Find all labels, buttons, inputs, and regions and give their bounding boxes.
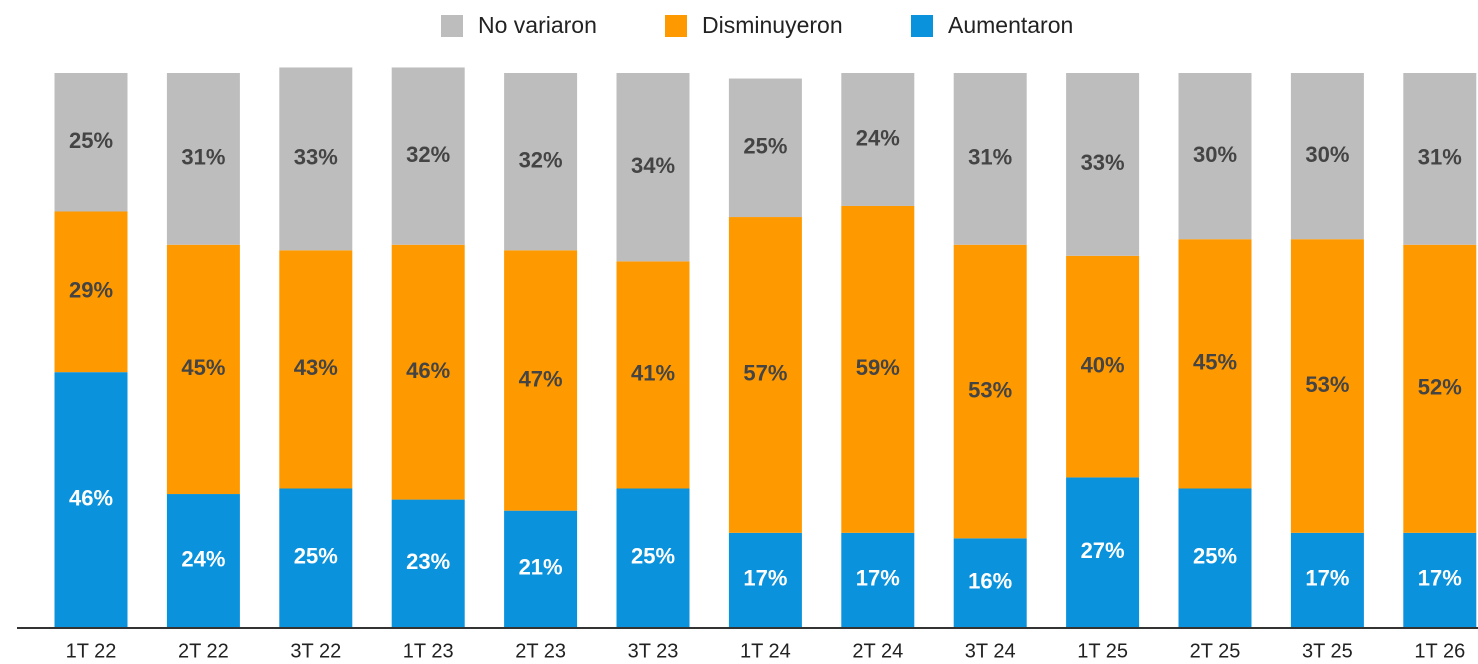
x-tick-label: 2T 22 [178, 640, 229, 662]
data-label: 33% [294, 145, 338, 170]
data-label: 27% [1081, 538, 1125, 563]
bar-segment [728, 217, 802, 533]
bar-segment [166, 73, 240, 245]
bar-segment [616, 488, 690, 627]
bar-segment [279, 488, 353, 627]
data-label: 25% [294, 544, 338, 569]
data-label: 52% [1418, 375, 1462, 400]
bar-segment [616, 261, 690, 489]
legend-label: Disminuyeron [702, 12, 843, 38]
bar-segment [54, 211, 128, 373]
bar-segment [391, 499, 465, 627]
data-label: 23% [406, 549, 450, 574]
bar-segment [728, 78, 802, 218]
data-label: 17% [743, 566, 787, 591]
bar-segment [1403, 244, 1477, 533]
data-label: 53% [968, 377, 1012, 402]
data-label: 25% [1193, 544, 1237, 569]
data-label: 29% [69, 278, 113, 303]
bar-segment [1403, 532, 1477, 627]
bar-segment [166, 244, 240, 495]
bar-segment [1066, 73, 1140, 256]
bar-segment [166, 494, 240, 627]
bar-segment [841, 205, 915, 533]
bar-segment [504, 250, 578, 511]
data-label: 24% [856, 125, 900, 150]
data-label: 31% [1418, 145, 1462, 170]
x-tick-label: 1T 23 [403, 640, 454, 662]
data-label: 46% [69, 485, 113, 510]
data-label: 34% [631, 153, 675, 178]
bar-segment [279, 250, 353, 489]
data-label: 25% [743, 134, 787, 159]
data-label: 31% [181, 145, 225, 170]
bar-segment [1290, 532, 1364, 627]
bar-segment [728, 532, 802, 627]
bar-segment [1178, 488, 1252, 627]
legend-swatch [665, 15, 687, 37]
bar-segment [1066, 255, 1140, 478]
data-label: 45% [1193, 350, 1237, 375]
bar-segment [841, 532, 915, 627]
bar-segment [504, 510, 578, 627]
legend-swatch [911, 15, 933, 37]
x-tick-label: 1T 25 [1077, 640, 1128, 662]
legend-label: Aumentaron [948, 12, 1073, 38]
x-tick-label: 2T 24 [852, 640, 903, 662]
bar-segment [953, 244, 1027, 539]
data-label: 32% [519, 147, 563, 172]
bar-segment [841, 73, 915, 206]
data-label: 17% [1305, 566, 1349, 591]
data-label: 47% [519, 366, 563, 391]
legend-swatch [441, 15, 463, 37]
data-label: 46% [406, 358, 450, 383]
data-label: 41% [631, 361, 675, 386]
data-label: 33% [1081, 150, 1125, 175]
data-label: 30% [1305, 142, 1349, 167]
bar-segment [1178, 239, 1252, 489]
bar-segment [1066, 477, 1140, 627]
bar-segment [391, 67, 465, 245]
x-tick-label: 3T 24 [965, 640, 1016, 662]
data-label: 32% [406, 142, 450, 167]
bar-segment [504, 73, 578, 251]
data-label: 24% [181, 546, 225, 571]
bar-segment [391, 244, 465, 500]
bar-segment [54, 372, 128, 627]
bar-segment [616, 73, 690, 262]
bar-segment [1290, 239, 1364, 533]
data-label: 25% [631, 544, 675, 569]
bar-segment [1403, 73, 1477, 245]
data-label: 21% [519, 555, 563, 580]
data-label: 59% [856, 355, 900, 380]
bar-segment [54, 73, 128, 212]
data-label: 57% [743, 361, 787, 386]
data-label: 30% [1193, 142, 1237, 167]
legend-label: No variaron [478, 12, 597, 38]
x-tick-label: 1T 22 [66, 640, 117, 662]
bar-segment [1290, 73, 1364, 240]
data-label: 17% [1418, 566, 1462, 591]
x-tick-label: 1T 26 [1414, 640, 1465, 662]
data-label: 25% [69, 128, 113, 153]
bar-segment [953, 73, 1027, 245]
data-label: 31% [968, 145, 1012, 170]
data-label: 40% [1081, 352, 1125, 377]
x-tick-label: 1T 24 [740, 640, 791, 662]
data-label: 45% [181, 355, 225, 380]
bar-segment [953, 538, 1027, 627]
bar-segment [1178, 73, 1252, 240]
data-label: 43% [294, 355, 338, 380]
data-label: 16% [968, 568, 1012, 593]
x-tick-label: 2T 25 [1190, 640, 1241, 662]
x-tick-label: 3T 23 [628, 640, 679, 662]
x-tick-label: 3T 22 [290, 640, 341, 662]
data-label: 53% [1305, 372, 1349, 397]
x-tick-label: 3T 25 [1302, 640, 1353, 662]
data-label: 17% [856, 566, 900, 591]
bar-segment [279, 67, 353, 251]
x-tick-label: 2T 23 [515, 640, 566, 662]
